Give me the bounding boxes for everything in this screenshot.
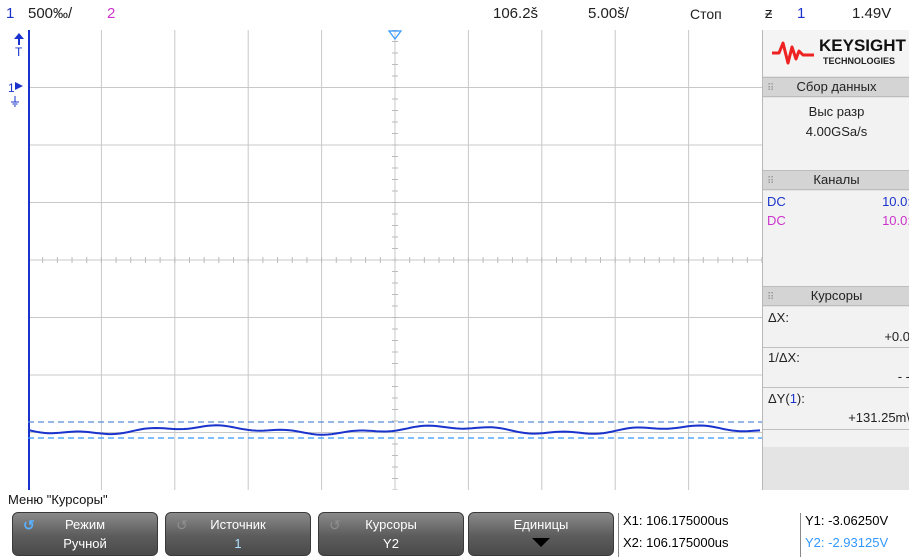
trigger-t-label: T bbox=[15, 45, 23, 59]
status-bar: 1 500‰/ 2 106.2š 5.00š/ Стоп ƶ 1 1.49V bbox=[0, 0, 909, 30]
channel1-scale[interactable]: 500‰/ bbox=[28, 5, 73, 22]
delta-y-value: +131.25m\ bbox=[848, 410, 909, 425]
acquisition-title: Сбор данных bbox=[796, 79, 877, 94]
units-label: Единицы bbox=[513, 517, 569, 532]
inv-delta-x-value: - - bbox=[897, 369, 909, 384]
units-softkey[interactable]: Единицы bbox=[468, 512, 614, 556]
cursors-softkey[interactable]: ↺ Курсоры Y2 bbox=[318, 512, 464, 556]
keysight-logo: KEYSIGHT TECHNOLOGIES bbox=[763, 30, 909, 76]
y-cursor-readout: Y1: -3.06250V Y2: -2.93125V bbox=[800, 513, 909, 557]
trigger-edge-icon: ƶ bbox=[765, 5, 773, 22]
trigger-level-marker[interactable] bbox=[13, 33, 25, 48]
acquisition-mode: Выс разр bbox=[808, 104, 865, 119]
trigger-source[interactable]: 1 bbox=[797, 5, 806, 22]
trigger-position-icon bbox=[387, 30, 403, 40]
horizontal-delay[interactable]: 106.2š bbox=[493, 5, 539, 22]
ground-arrow-icon bbox=[14, 82, 23, 90]
waveform-display[interactable] bbox=[28, 30, 762, 490]
sample-rate: 4.00GSa/s bbox=[805, 124, 868, 139]
menu-title: Меню "Курсоры" bbox=[8, 492, 108, 507]
channels-title: Каналы bbox=[813, 172, 860, 187]
delta-y-label: ΔY(1): bbox=[768, 391, 805, 406]
source-value: 1 bbox=[234, 536, 242, 551]
channel2-indicator[interactable]: 2 bbox=[107, 5, 116, 22]
divider bbox=[763, 387, 909, 388]
waveform-grid bbox=[28, 30, 762, 490]
logo-main-text: KEYSIGHT bbox=[819, 36, 906, 55]
delta-y-suffix: ): bbox=[796, 391, 805, 406]
channel1-coupling: DC bbox=[767, 194, 786, 209]
y1-readout: Y1: -3.06250V bbox=[805, 513, 889, 528]
ch1-ground-marker[interactable]: 1 bbox=[8, 80, 25, 95]
mode-value: Ручной bbox=[63, 536, 107, 551]
trigger-arrow-icon bbox=[14, 33, 24, 45]
channels-header[interactable]: ⠿ Каналы bbox=[763, 170, 909, 190]
trigger-level[interactable]: 1.49V bbox=[852, 5, 892, 22]
channel1-indicator[interactable]: 1 bbox=[6, 5, 15, 22]
source-softkey[interactable]: ↺ Источник 1 bbox=[165, 512, 311, 556]
channel2-coupling: DC bbox=[767, 213, 786, 228]
delta-x-label: ΔX: bbox=[768, 310, 789, 325]
cursors-label: Курсоры bbox=[365, 517, 417, 532]
submenu-arrow-icon bbox=[469, 535, 613, 553]
side-panel: KEYSIGHT TECHNOLOGIES ⠿ Сбор данных Выс … bbox=[762, 30, 909, 490]
ch1-ground-label: 1 bbox=[8, 81, 15, 95]
rotate-knob-icon: ↺ bbox=[23, 517, 35, 533]
delta-x-value: +0.0 bbox=[884, 329, 909, 344]
acquisition-body: Выс разр 4.00GSa/s bbox=[763, 98, 909, 170]
divider bbox=[763, 429, 909, 430]
rotate-knob-icon: ↺ bbox=[329, 517, 341, 533]
source-label: Источник bbox=[210, 517, 266, 532]
channel1-trace bbox=[28, 424, 761, 436]
channel2-probe: 10.0: bbox=[882, 213, 909, 228]
delta-y-prefix: ΔY( bbox=[768, 391, 790, 406]
softkey-bar: ↺ Режим Ручной ↺ Источник 1 ↺ Курсоры Y2… bbox=[0, 510, 909, 558]
grip-icon: ⠿ bbox=[767, 176, 775, 187]
y2-readout: Y2: -2.93125V bbox=[805, 535, 889, 550]
logo-sub-text: TECHNOLOGIES bbox=[823, 56, 896, 66]
grip-icon: ⠿ bbox=[767, 83, 775, 94]
x1-readout: X1: 106.175000us bbox=[623, 513, 729, 528]
rotate-knob-icon: ↺ bbox=[176, 517, 188, 533]
run-state[interactable]: Стоп bbox=[690, 6, 722, 22]
channel1-probe: 10.0: bbox=[882, 194, 909, 209]
cursors-value: Y2 bbox=[383, 536, 399, 551]
inv-delta-x-label: 1/ΔX: bbox=[768, 350, 800, 365]
cursors-title: Курсоры bbox=[810, 288, 863, 303]
divider bbox=[763, 347, 909, 348]
delta-y-channel: 1 bbox=[789, 391, 797, 406]
mode-softkey[interactable]: ↺ Режим Ручной bbox=[12, 512, 158, 556]
cursors-header[interactable]: ⠿ Курсоры bbox=[763, 286, 909, 306]
timebase-scale[interactable]: 5.00š/ bbox=[588, 5, 629, 22]
grip-icon: ⠿ bbox=[767, 292, 775, 303]
ground-symbol-icon bbox=[10, 96, 20, 111]
mode-label: Режим bbox=[64, 517, 106, 532]
keysight-wave-icon bbox=[772, 41, 814, 65]
acquisition-header[interactable]: ⠿ Сбор данных bbox=[763, 77, 909, 97]
x2-readout: X2: 106.175000us bbox=[623, 535, 729, 550]
x-cursor-readout: X1: 106.175000us X2: 106.175000us bbox=[618, 513, 798, 557]
channels-body: DC 10.0: DC 10.0: bbox=[763, 191, 909, 286]
cursors-body: ΔX: +0.0 1/ΔX: - - ΔY(1): +131.25m\ bbox=[763, 307, 909, 447]
